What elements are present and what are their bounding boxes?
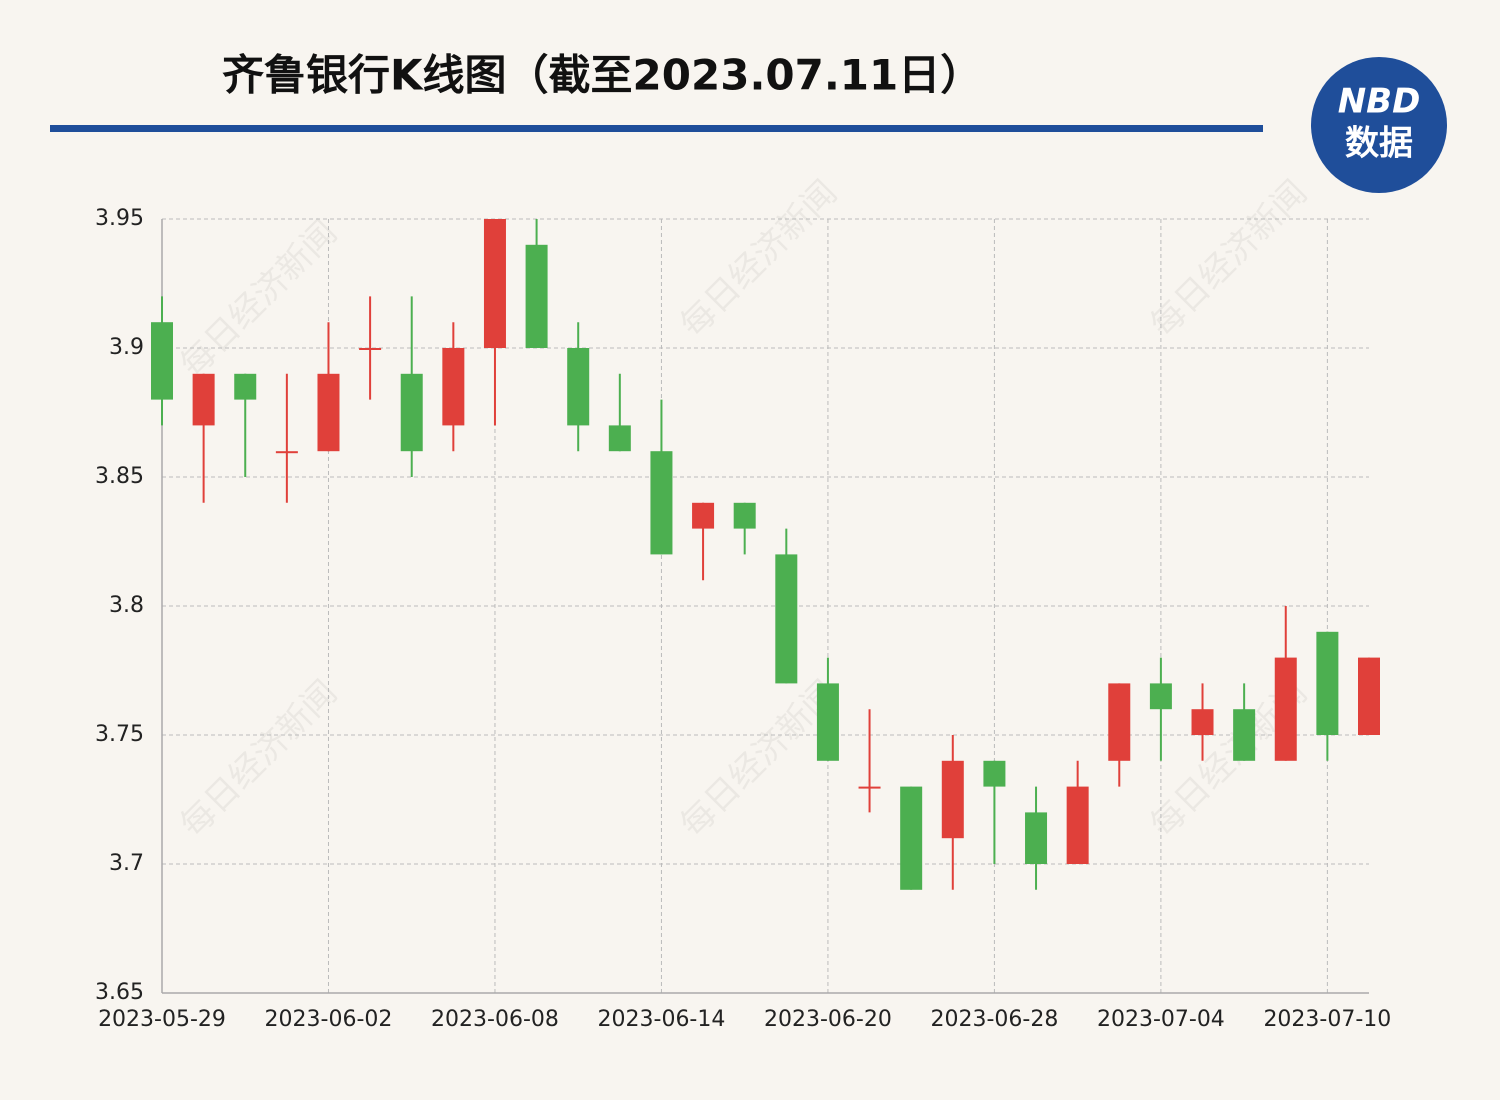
candle-body <box>775 554 798 684</box>
candle-body <box>483 219 506 348</box>
x-tick-label: 2023-06-14 <box>598 1007 726 1032</box>
x-tick-label: 2023-06-02 <box>265 1007 393 1032</box>
x-tick-label: 2023-07-10 <box>1263 1007 1391 1032</box>
candle-body <box>1358 657 1380 735</box>
y-tick-label: 3.7 <box>109 851 144 876</box>
x-tick-label: 2023-06-28 <box>930 1007 1058 1032</box>
candle-body <box>400 373 423 452</box>
x-tick-label: 2023-05-29 <box>98 1007 226 1032</box>
candle-body <box>1025 812 1048 864</box>
candle-body <box>317 373 340 452</box>
title-rule <box>50 125 1263 132</box>
y-tick-label: 3.85 <box>95 464 144 489</box>
y-tick-label: 3.95 <box>95 206 144 231</box>
logo: NBD 数据 <box>1311 57 1447 193</box>
x-tick-label: 2023-06-08 <box>431 1007 559 1032</box>
candle-body <box>567 348 590 426</box>
candle-body <box>941 760 964 839</box>
candle-body <box>359 348 382 350</box>
candle-body <box>1066 786 1089 864</box>
y-tick-label: 3.75 <box>95 722 144 747</box>
candle-body <box>1108 683 1131 761</box>
candle-body <box>1191 709 1214 735</box>
chart-title: 齐鲁银行K线图（截至2023.07.11日） <box>222 51 982 100</box>
candle-body <box>650 451 673 555</box>
candle-body <box>733 502 756 529</box>
candle-body <box>983 760 1006 787</box>
candle-body <box>1274 657 1297 761</box>
logo-bottom: 数据 <box>1345 124 1413 164</box>
candle-body <box>151 322 173 400</box>
candle-body <box>1316 631 1339 735</box>
plot: 3.65 3.7 3.75 3.8 3.85 3.9 3.95 2023-05-29 2023-… <box>95 206 1391 1032</box>
logo-top: NBD <box>1338 82 1421 122</box>
y-tick-label: 3.65 <box>95 980 144 1005</box>
candle-body <box>442 348 465 426</box>
logo-circle <box>1311 57 1447 193</box>
candle-body <box>192 373 215 426</box>
candle-body <box>525 244 548 348</box>
candle-body <box>692 502 715 529</box>
candle-body <box>900 786 923 890</box>
candle-body <box>858 786 881 789</box>
candle-body <box>234 373 257 400</box>
x-tick-label: 2023-07-04 <box>1097 1007 1225 1032</box>
x-tick-label: 2023-06-20 <box>764 1007 892 1032</box>
candle-body <box>816 683 839 761</box>
y-tick-label: 3.8 <box>109 593 144 618</box>
candle-body <box>1149 683 1172 710</box>
candle-body <box>275 451 298 454</box>
y-tick-label: 3.9 <box>109 335 144 360</box>
candle-body <box>1233 709 1256 761</box>
candle-body <box>608 425 631 452</box>
